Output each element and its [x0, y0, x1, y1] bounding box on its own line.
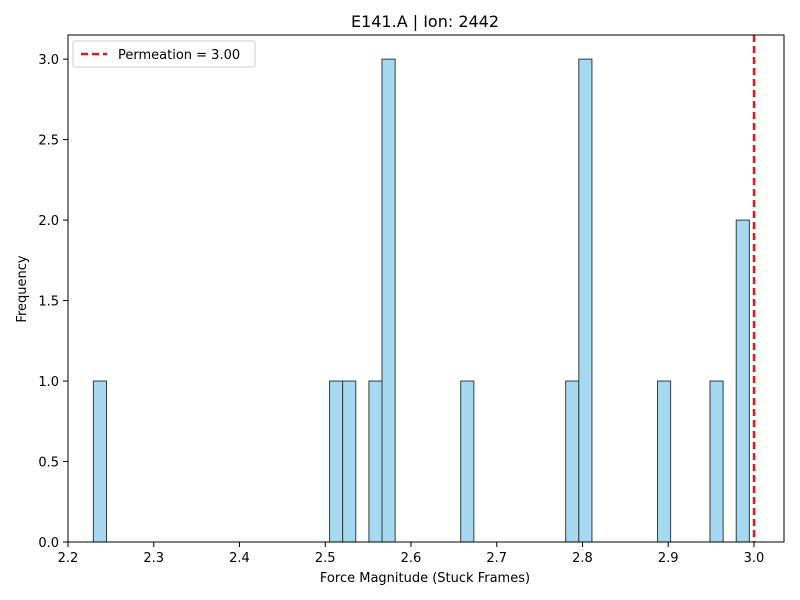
x-axis-label: Force Magnitude (Stuck Frames) — [320, 571, 530, 586]
y-tick-label-3: 1.5 — [38, 295, 59, 310]
y-tick-label-6: 3.0 — [38, 53, 59, 68]
x-tick-label-6: 2.8 — [572, 551, 593, 566]
x-tick-label-3: 2.5 — [315, 551, 336, 566]
chart-title: E141.A | Ion: 2442 — [351, 12, 499, 31]
x-tick-label-1: 2.3 — [143, 551, 164, 566]
histogram-bar-0 — [92, 380, 107, 543]
x-tick-label-2: 2.4 — [229, 551, 250, 566]
legend-box — [72, 40, 256, 68]
x-tick-label-7: 2.9 — [658, 551, 679, 566]
histogram-bar-1 — [329, 380, 344, 543]
legend-label: Permeation = 3.00 — [118, 48, 240, 63]
histogram-bar-6 — [565, 380, 580, 543]
histogram-bar-7 — [578, 58, 593, 543]
y-tick-label-2: 1.0 — [38, 375, 59, 390]
y-tick-label-4: 2.0 — [38, 214, 59, 229]
histogram-bar-8 — [657, 380, 672, 543]
y-axis-label: Frequency — [15, 255, 30, 322]
histogram-bar-2 — [342, 380, 357, 543]
x-tick-label-8: 3.0 — [744, 551, 765, 566]
x-tick-label-4: 2.6 — [401, 551, 422, 566]
histogram-bar-4 — [381, 58, 396, 543]
x-tick-label-5: 2.7 — [486, 551, 507, 566]
histogram-bar-9 — [709, 380, 724, 543]
bars-group — [92, 58, 750, 543]
plot-frame — [67, 34, 785, 543]
histogram-bar-3 — [368, 380, 383, 543]
y-axis-ticks: 0.0 0.5 1.0 1.5 2.0 2.5 3.0 — [38, 53, 68, 551]
y-tick-label-5: 2.5 — [38, 134, 59, 149]
y-tick-label-1: 0.5 — [38, 456, 59, 471]
histogram-bar-10 — [735, 219, 750, 543]
y-tick-label-0: 0.0 — [38, 536, 59, 551]
histogram-bar-5 — [460, 380, 475, 543]
x-axis-ticks: 2.2 2.3 2.4 2.5 2.6 2.7 2.8 2.9 3.0 — [58, 542, 765, 566]
x-tick-label-0: 2.2 — [58, 551, 79, 566]
legend: Permeation = 3.00 — [72, 40, 256, 68]
